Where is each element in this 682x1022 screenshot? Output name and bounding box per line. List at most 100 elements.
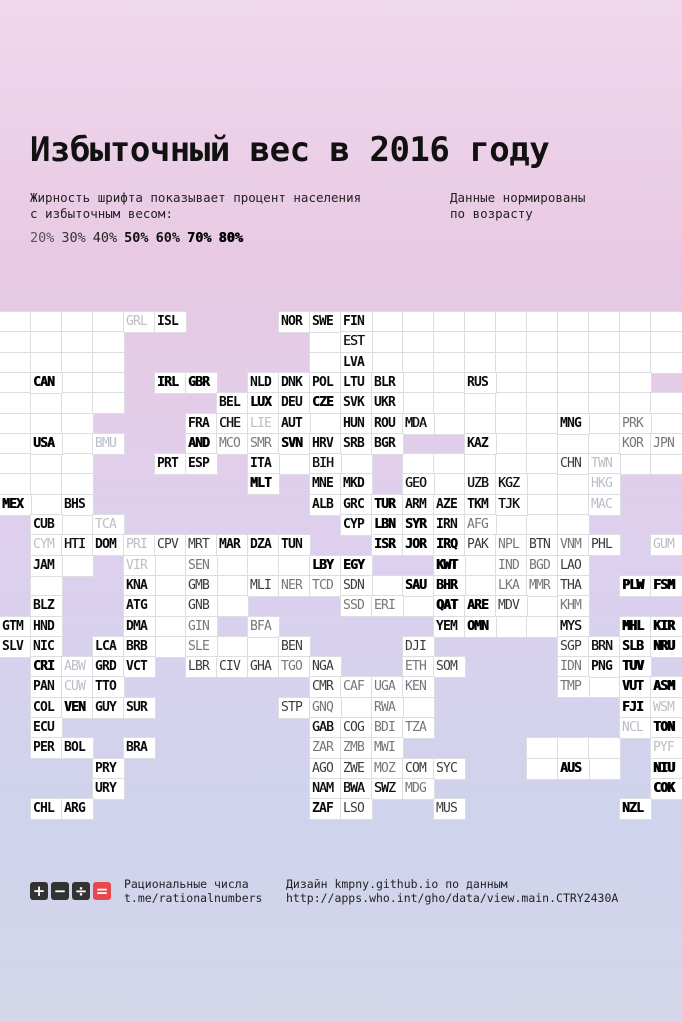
country-tile-abw: ABW — [61, 656, 94, 679]
blank-tile — [433, 331, 466, 354]
country-tile-vir: VIR — [123, 554, 156, 577]
weight-legend: 20% 30% 40% 50% 60% 70% 80% — [30, 230, 243, 246]
country-tile-ago: AGO — [309, 757, 342, 780]
blank-tile — [557, 392, 590, 415]
blank-tile — [557, 493, 590, 516]
country-tile-mhl: MHL — [619, 615, 652, 638]
country-tile-swz: SWZ — [371, 777, 404, 800]
country-tile-som: SOM — [433, 656, 466, 679]
blank-tile — [526, 595, 559, 618]
country-tile-fin: FIN — [340, 311, 373, 333]
country-tile-ner: NER — [278, 574, 311, 597]
blank-tile — [619, 351, 652, 374]
country-tile-guy: GUY — [92, 696, 125, 719]
country-tile-vct: VCT — [123, 656, 156, 679]
plus-icon: + — [30, 882, 48, 900]
legend-item: 80% — [218, 230, 243, 246]
blank-tile — [588, 432, 621, 455]
country-tile-tuv: TUV — [619, 656, 652, 679]
description-line-1: Жирность шрифта показывает процент насел… — [30, 190, 362, 205]
normalization-note: Данные нормированы по возрасту — [450, 190, 585, 222]
blank-tile — [588, 331, 621, 354]
blank-tile — [495, 351, 528, 374]
country-tile-syr: SYR — [402, 514, 435, 536]
country-tile-ecu: ECU — [30, 717, 63, 739]
country-tile-ukr: UKR — [371, 392, 404, 415]
country-tile-cmr: CMR — [309, 676, 342, 699]
country-tile-esp: ESP — [185, 453, 218, 476]
country-tile-mdg: MDG — [402, 777, 435, 800]
country-tile-caf: CAF — [340, 676, 373, 699]
country-tile-nic: NIC — [30, 635, 63, 658]
page-title: Избыточный вес в 2016 году — [30, 130, 550, 170]
blank-tile — [92, 351, 125, 374]
blank-tile — [30, 493, 63, 516]
country-tile-bwa: BWA — [340, 777, 373, 800]
country-tile-lva: LVA — [340, 351, 373, 374]
country-tile-per: PER — [30, 737, 63, 760]
country-tile-mus: MUS — [433, 798, 466, 821]
blank-tile — [92, 331, 125, 354]
country-tile-jpn: JPN — [650, 432, 682, 455]
country-tile-can: CAN — [30, 371, 63, 394]
country-tile-nzl: NZL — [619, 798, 652, 821]
country-tile-moz: MOZ — [371, 757, 404, 780]
country-tile-slb: SLB — [619, 635, 652, 658]
country-tile-che: CHE — [216, 412, 249, 435]
blank-tile — [154, 615, 187, 638]
country-tile-dji: DJI — [402, 635, 435, 658]
country-tile-ury: URY — [92, 777, 125, 800]
blank-tile — [216, 635, 249, 658]
country-tile-ben: BEN — [278, 635, 311, 658]
blank-tile — [526, 493, 559, 516]
country-tile-zaf: ZAF — [309, 798, 342, 821]
description-line-2: с избыточным весом: — [30, 206, 173, 221]
country-tile-mrt: MRT — [185, 534, 218, 557]
blank-tile — [557, 371, 590, 394]
country-tile-nld: NLD — [247, 371, 280, 394]
blank-tile — [526, 432, 559, 455]
blank-tile — [464, 351, 497, 374]
blank-tile — [495, 453, 528, 476]
country-tile-rus: RUS — [464, 371, 497, 394]
blank-tile — [557, 737, 590, 760]
country-tile-aus: AUS — [557, 757, 590, 780]
country-tile-gnb: GNB — [185, 595, 218, 618]
country-tile-mmr: MMR — [526, 574, 559, 597]
blank-tile — [371, 311, 404, 333]
blank-tile — [619, 331, 652, 354]
blank-tile — [278, 453, 311, 476]
country-tile-nam: NAM — [309, 777, 342, 800]
blank-tile — [0, 453, 32, 476]
country-tile-mex: MEX — [0, 493, 32, 516]
blank-tile — [433, 371, 466, 394]
blank-tile — [402, 311, 435, 333]
blank-tile — [526, 392, 559, 415]
blank-tile — [526, 412, 559, 435]
source-link[interactable]: http://apps.who.int/gho/data/view.main.C… — [286, 891, 619, 905]
blank-tile — [526, 453, 559, 476]
blank-tile — [61, 514, 94, 536]
country-tile-rwa: RWA — [371, 696, 404, 719]
country-tile-bfa: BFA — [247, 615, 280, 638]
country-tile-lby: LBY — [309, 554, 342, 577]
blank-tile — [557, 473, 590, 496]
blank-tile — [61, 351, 94, 374]
blank-tile — [526, 371, 559, 394]
blank-tile — [0, 392, 32, 415]
country-tile-omn: OMN — [464, 615, 497, 638]
blank-tile — [557, 514, 590, 536]
country-tile-kgz: KGZ — [495, 473, 528, 496]
blank-tile — [464, 311, 497, 333]
blank-tile — [619, 453, 652, 476]
blank-tile — [433, 351, 466, 374]
country-tile-tcd: TCD — [309, 574, 342, 597]
country-tile-bhr: BHR — [433, 574, 466, 597]
blank-tile — [30, 574, 63, 597]
blank-tile — [154, 554, 187, 577]
country-tile-swe: SWE — [309, 311, 342, 333]
country-tile-niu: NIU — [650, 757, 682, 780]
country-tile-bol: BOL — [61, 737, 94, 760]
country-tile-tza: TZA — [402, 717, 435, 739]
brand-link[interactable]: t.me/rationalnumbers — [124, 891, 263, 905]
